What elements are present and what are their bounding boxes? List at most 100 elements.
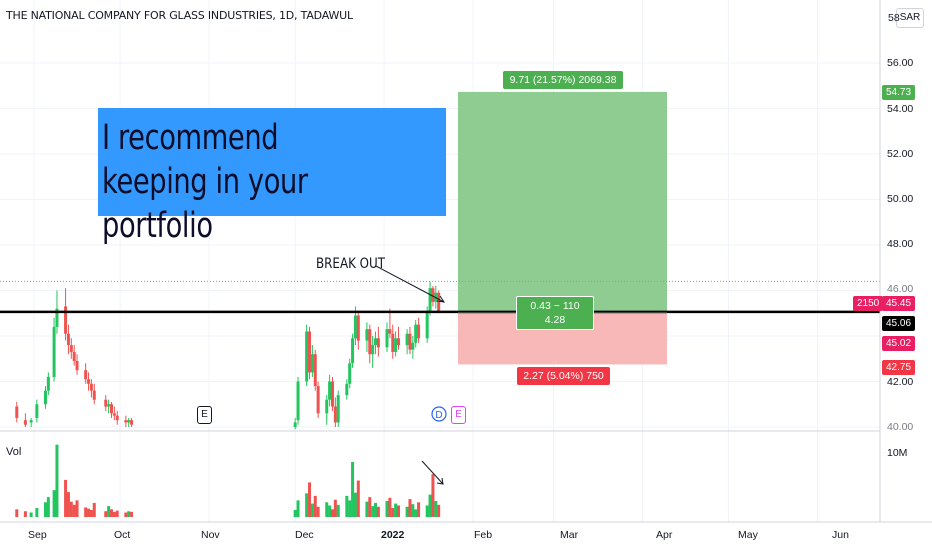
volume-bar [115, 510, 119, 517]
current-price-tag: 45.06 [882, 316, 916, 331]
volume-bar [414, 509, 418, 517]
earnings-marker-2[interactable]: E [451, 406, 466, 424]
stop-label[interactable]: 2.27 (5.04%) 750 [517, 367, 610, 385]
volume-bar [310, 503, 314, 517]
volume-bar [431, 474, 435, 517]
x-tick-jun: Jun [832, 529, 849, 541]
candle-body [345, 383, 349, 396]
volume-bar [92, 502, 96, 517]
volume-bar [388, 497, 392, 517]
candle-body [411, 342, 415, 350]
volume-tick-10m: 10M [887, 447, 908, 459]
currency-selector[interactable]: SAR [896, 8, 924, 28]
candle-body [46, 376, 50, 391]
x-tick-nov: Nov [201, 529, 220, 541]
volume-bar [325, 502, 329, 517]
candle-body [308, 331, 312, 373]
y-tick-52: 52.00 [887, 148, 914, 160]
candle-body [52, 326, 56, 377]
volume-arrow-head [436, 477, 444, 485]
candle-body [84, 370, 88, 380]
volume-bar [368, 497, 372, 517]
volume-bar [336, 504, 340, 517]
earnings-marker-1[interactable]: E [197, 406, 212, 424]
volume-bar [130, 511, 134, 517]
target-price-tag: 54.73 [882, 85, 916, 100]
candle-body [29, 420, 33, 423]
dividend-marker[interactable] [431, 406, 447, 422]
target-zone[interactable] [458, 91, 667, 313]
x-tick-feb: Feb [474, 529, 493, 541]
candle-body [109, 404, 113, 414]
candle-body [35, 404, 39, 418]
candle-body [336, 395, 340, 423]
volume-bar [328, 505, 332, 517]
volume-bar [296, 500, 300, 517]
candle-body [107, 404, 111, 407]
y-tick-40: 40.00 [887, 421, 914, 433]
volume-bar [353, 492, 357, 517]
volume-bar [385, 501, 389, 517]
candle-body [23, 420, 27, 425]
chart-grid [0, 0, 880, 522]
x-tick-mar: Mar [560, 529, 579, 541]
candle-body [127, 420, 131, 423]
candle-body [368, 329, 372, 355]
volume-bar [43, 502, 47, 517]
candle-body [313, 354, 317, 387]
breakout-arrow-line [375, 265, 445, 303]
candle-body [394, 338, 398, 352]
candle-body [112, 413, 116, 416]
volume-bar [374, 502, 378, 517]
candle-body [305, 331, 309, 382]
recommendation-box[interactable] [98, 108, 446, 216]
candle-body [15, 406, 19, 418]
volume-bars-group [15, 444, 441, 517]
x-tick-apr: Apr [656, 529, 673, 541]
volume-bar [376, 506, 380, 517]
risk-reward-line1: 0.43 ~ 110 [530, 300, 580, 312]
candle-body [310, 354, 314, 373]
volume-bar [408, 499, 412, 517]
x-tick-may: May [738, 529, 758, 541]
candle-body [351, 338, 355, 364]
candle-body [437, 292, 441, 311]
volume-bar [293, 509, 297, 517]
candle-body [371, 345, 375, 355]
volume-bar [428, 494, 432, 517]
candle-body [130, 420, 134, 425]
candle-body [405, 333, 409, 346]
recommendation-text: I recommend keeping in your portfolio [102, 118, 308, 246]
breakout-label: BREAK OUT [316, 256, 386, 272]
target-label[interactable]: 9.71 (21.57%) 2069.38 [503, 71, 623, 89]
volume-bar [405, 506, 409, 517]
candle-body [75, 361, 79, 371]
candle-body [431, 288, 435, 302]
volume-bar [109, 509, 113, 517]
level-price-tag: 45.02 [882, 336, 916, 351]
volume-bar [371, 506, 375, 517]
y-tick-56: 56.00 [887, 57, 914, 69]
volume-bar [69, 501, 73, 517]
candle-body [348, 363, 352, 384]
volume-bar [29, 512, 33, 517]
risk-reward-label[interactable]: 0.43 ~ 110 4.28 [516, 296, 594, 330]
volume-bar [87, 508, 91, 517]
candle-body [69, 345, 73, 352]
volume-bar [391, 508, 395, 517]
candle-body [104, 399, 108, 407]
volume-bar [64, 479, 68, 517]
volume-bar [72, 504, 76, 517]
candle-body [356, 315, 360, 341]
volume-bar [308, 482, 312, 517]
candle-body [428, 288, 432, 311]
x-tick-sep: Sep [28, 529, 47, 541]
candle-body [388, 329, 392, 334]
volume-bar [84, 507, 88, 517]
candle-body [333, 406, 337, 423]
volume-bar [46, 497, 50, 517]
candle-body [66, 333, 70, 346]
x-tick-2022: 2022 [381, 529, 405, 541]
breakout-arrow-head [436, 295, 446, 303]
